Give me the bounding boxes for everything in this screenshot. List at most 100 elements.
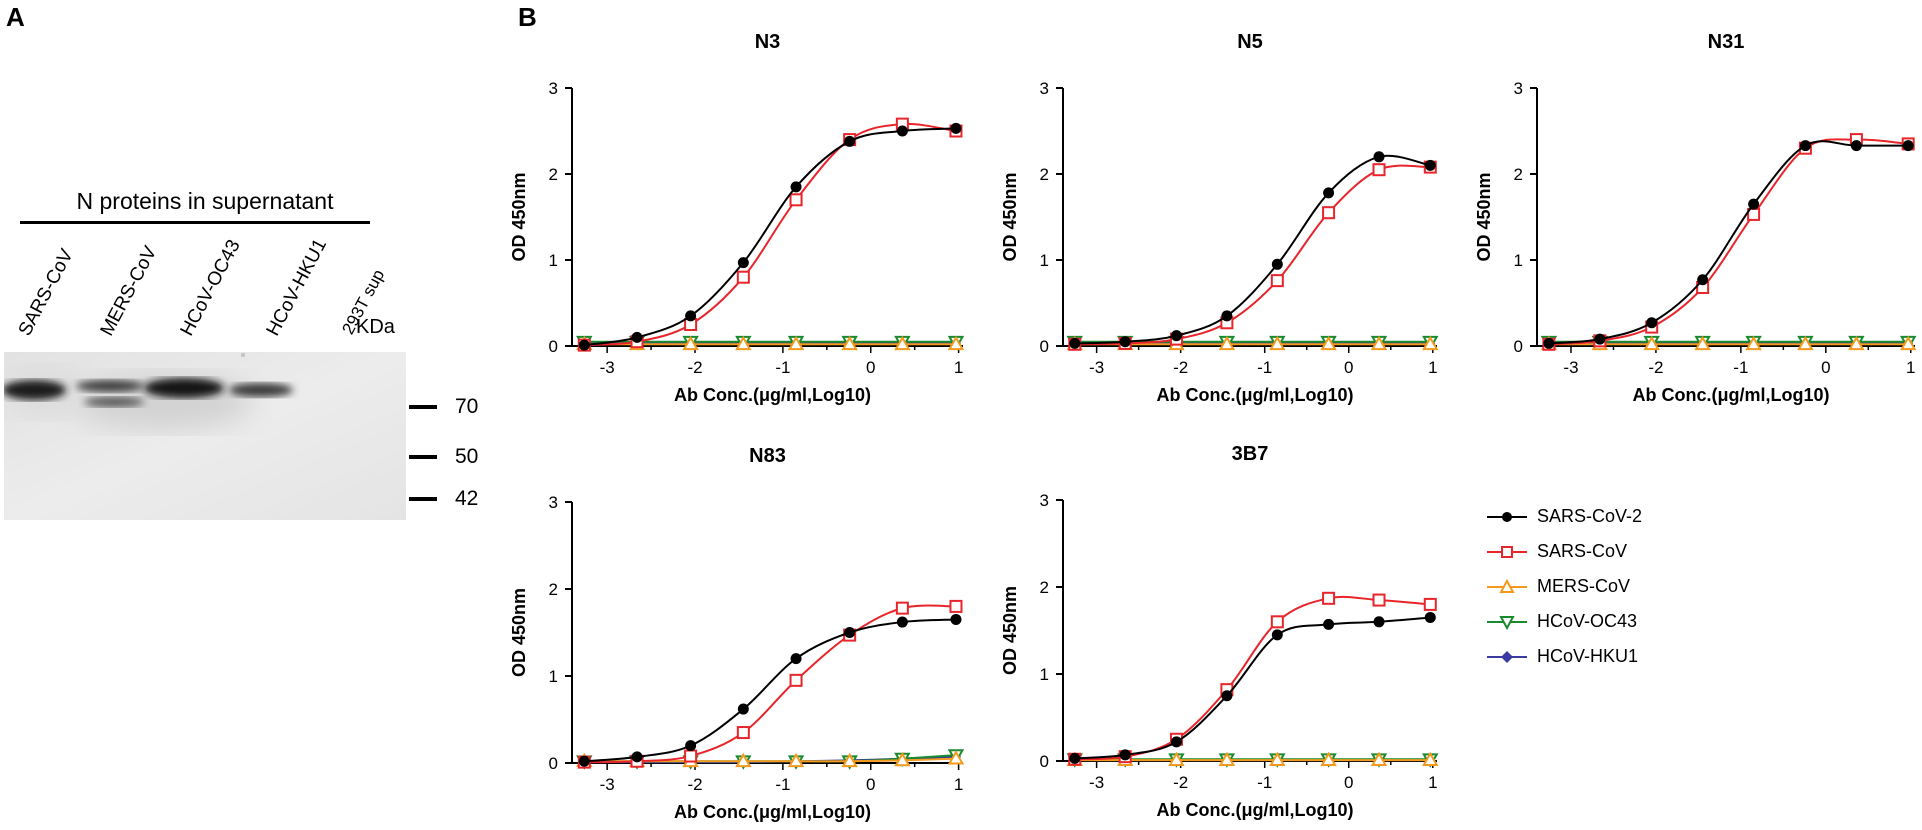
series-sars-cov-2 [1069, 151, 1436, 349]
legend-item: HCoV-OC43 [1485, 605, 1725, 639]
x-tick-label: -2 [687, 775, 702, 794]
data-point [947, 335, 965, 351]
chart-title: N83 [749, 445, 786, 467]
data-point [737, 257, 749, 269]
data-point [1269, 335, 1286, 351]
x-tick-label: 1 [954, 358, 963, 377]
series-sars-cov [577, 117, 963, 352]
data-point [578, 339, 590, 351]
western-blot-bands [2, 352, 406, 520]
data-point [682, 335, 699, 351]
legend-label: MERS-CoV [1537, 576, 1631, 596]
legend-item: HCoV-HKU1 [1485, 640, 1725, 674]
data-point [737, 703, 749, 715]
series-curve [1074, 616, 1431, 760]
data-point [1748, 198, 1760, 210]
y-tick-label: 0 [549, 754, 558, 773]
series-curve [584, 122, 957, 347]
data-point [578, 755, 590, 767]
chart-n83: N83 0 1 2 3 -3 -2 -1 0 1 Ab Conc.(μg/ml,Log10) OD 4… [509, 445, 965, 822]
chart-n3: N3 0 1 2 3 -3 -2 -1 0 1 Ab Conc.(μg/ml,Log10) OD 45… [509, 31, 965, 405]
data-point [1221, 690, 1233, 702]
marker-tick-70 [409, 405, 437, 409]
data-point [1218, 335, 1236, 351]
series-curve [1074, 164, 1431, 346]
x-axis-label: Ab Conc.(μg/ml,Log10) [674, 802, 871, 822]
y-axis-label: OD 450nm [1000, 172, 1020, 261]
marker-label-70: 70 [455, 395, 479, 418]
y-tick-label: 1 [1040, 665, 1049, 684]
data-point [841, 752, 858, 768]
legend-marker-hcov-hku1 [1487, 651, 1527, 663]
x-axis-label: Ab Conc.(μg/ml,Log10) [1156, 385, 1353, 405]
legend-label: SARS-CoV-2 [1537, 506, 1643, 526]
y-tick-label: 3 [1514, 79, 1523, 98]
blot-title: N proteins in supernatant [76, 188, 334, 214]
y-axis-label: OD 450nm [1474, 172, 1494, 261]
data-point [789, 193, 803, 207]
data-point [1221, 310, 1233, 322]
data-point [1271, 258, 1283, 270]
marker-label-50: 50 [455, 445, 479, 468]
x-tick-label: -3 [1563, 358, 1578, 377]
data-point [787, 335, 805, 351]
y-tick-label: 3 [1040, 79, 1049, 98]
data-point [950, 122, 962, 134]
legend: SARS-CoV-2 SARS-CoV MERS-CoV HCoV-OC43 H… [1485, 500, 1725, 675]
data-point [894, 751, 911, 767]
data-point [1373, 151, 1385, 163]
data-point [790, 181, 802, 193]
legend-item: MERS-CoV [1485, 570, 1725, 604]
band-hcov-hku1 [229, 383, 293, 397]
data-point [949, 599, 963, 613]
data-point [1424, 159, 1436, 171]
data-point [1322, 591, 1336, 605]
marker-label-42: 42 [455, 487, 479, 510]
y-tick-label: 1 [549, 251, 558, 270]
data-point [735, 335, 752, 351]
x-tick-label: -1 [775, 775, 790, 794]
legend-marker-sars-cov-2 [1487, 512, 1527, 522]
data-point [1745, 335, 1762, 351]
x-tick-label: 1 [1428, 358, 1437, 377]
legend-marker-mers-cov [1487, 578, 1527, 593]
data-point [1320, 335, 1337, 351]
y-tick-label: 3 [549, 79, 558, 98]
data-point [1069, 752, 1081, 764]
x-axis-label: Ab Conc.(μg/ml,Log10) [1156, 800, 1353, 820]
data-point [1069, 337, 1081, 349]
data-point [1322, 206, 1336, 220]
legend-marker-sars-cov [1487, 546, 1527, 558]
data-point [1646, 317, 1658, 329]
data-point [1422, 751, 1439, 767]
series-sars-cov-2 [578, 122, 962, 351]
x-tick-label: 0 [866, 358, 875, 377]
band-mers-cov-lower [84, 397, 144, 407]
y-tick-label: 3 [549, 493, 558, 512]
data-point [1373, 616, 1385, 628]
y-tick-label: 1 [1514, 251, 1523, 270]
data-point [1370, 751, 1388, 767]
data-point [1643, 335, 1660, 351]
data-point [735, 752, 752, 768]
legend-item: SARS-CoV [1485, 535, 1725, 569]
data-point [1218, 751, 1236, 767]
data-point [1422, 335, 1439, 351]
panel-b-letter: B [518, 2, 537, 32]
data-point [685, 310, 697, 322]
data-point [844, 135, 856, 147]
band-hcov-oc43 [144, 378, 224, 398]
x-tick-label: -2 [1173, 358, 1188, 377]
data-point [1270, 274, 1284, 288]
data-point [1170, 736, 1182, 748]
chart-n31: N31 0 1 2 3 -3 -2 -1 0 1 Ab Conc.(μg/ml,Log10) OD 4… [1474, 31, 1917, 405]
y-tick-label: 2 [549, 165, 558, 184]
chart-title: N31 [1708, 31, 1745, 53]
series-curve [1548, 140, 1909, 345]
legend-label: HCoV-HKU1 [1537, 646, 1639, 666]
data-point [896, 125, 908, 137]
x-tick-label: 0 [1821, 358, 1830, 377]
data-point [841, 335, 858, 351]
data-point [1269, 751, 1286, 767]
